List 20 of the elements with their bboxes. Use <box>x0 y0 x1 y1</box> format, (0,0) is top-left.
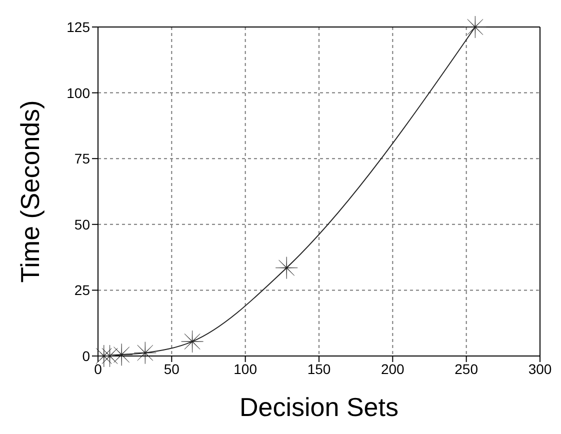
y-tick-label: 75 <box>74 150 90 167</box>
point <box>181 330 204 353</box>
point <box>110 344 133 366</box>
x-tick-label: 100 <box>234 360 258 377</box>
y-tick-label: 50 <box>74 216 90 232</box>
x-tick-label: 200 <box>380 360 405 377</box>
x-tick-label: 250 <box>454 360 478 377</box>
y-tick-label: 125 <box>66 18 90 35</box>
x-tick-label: 300 <box>528 360 552 377</box>
y-axis-title: Time (Seconds) <box>15 100 46 283</box>
y-tick-label: 25 <box>74 282 90 298</box>
y-tick-label: 100 <box>66 84 90 101</box>
point <box>275 256 298 279</box>
y-tick-label: 0 <box>82 348 90 364</box>
x-tick-label: 0 <box>94 360 102 377</box>
point <box>134 342 156 364</box>
x-axis-title: Decision Sets <box>240 392 398 422</box>
point <box>464 16 486 38</box>
x-tick-label: 150 <box>307 360 331 377</box>
x-tick-label: 50 <box>164 360 180 377</box>
